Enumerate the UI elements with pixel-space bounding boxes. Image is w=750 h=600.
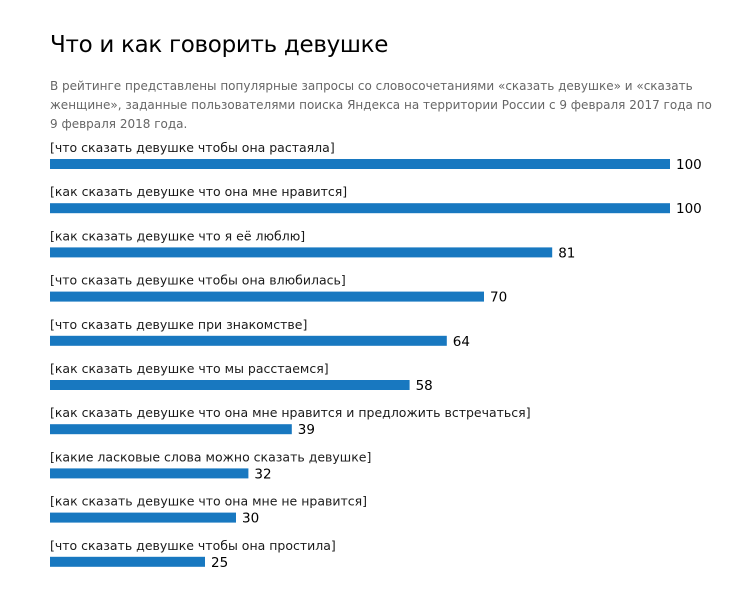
bar	[50, 247, 553, 258]
bar	[50, 203, 670, 214]
category-label: [как сказать девушке что я её люблю]	[50, 228, 305, 243]
category-label: [как сказать девушке что она мне нравитс…	[50, 184, 347, 199]
value-label: 100	[676, 157, 702, 173]
value-label: 25	[211, 555, 228, 571]
value-label: 39	[298, 422, 315, 438]
bar	[50, 335, 447, 346]
value-label: 81	[558, 245, 575, 261]
chart-subtitle: В рейтинге представлены популярные запро…	[50, 79, 712, 131]
bar	[50, 468, 249, 479]
value-label: 30	[242, 511, 259, 527]
category-label: [что сказать девушке чтобы она растаяла]	[50, 140, 335, 155]
category-label: [что сказать девушке чтобы она простила]	[50, 538, 336, 553]
bar	[50, 512, 236, 523]
value-label: 64	[453, 334, 470, 350]
value-label: 32	[254, 466, 271, 482]
value-label: 70	[490, 290, 507, 306]
bar	[50, 159, 670, 169]
category-label: [что сказать девушке при знакомстве]	[50, 317, 307, 332]
chart-title: Что и как говорить девушке	[50, 32, 389, 58]
bar	[50, 380, 410, 390]
category-label: [как сказать девушке что она мне нравитс…	[50, 405, 531, 420]
bar	[50, 291, 484, 302]
category-label: [что сказать девушке чтобы она влюбилась…	[50, 273, 346, 288]
category-label: [как сказать девушке что она мне не нрав…	[50, 494, 367, 509]
category-label: [как сказать девушке что мы расстаемся]	[50, 361, 329, 376]
value-label: 58	[416, 378, 433, 394]
category-label: [какие ласковые слова можно сказать деву…	[50, 449, 371, 464]
bar	[50, 424, 292, 435]
value-label: 100	[676, 201, 702, 217]
bar	[50, 556, 205, 567]
